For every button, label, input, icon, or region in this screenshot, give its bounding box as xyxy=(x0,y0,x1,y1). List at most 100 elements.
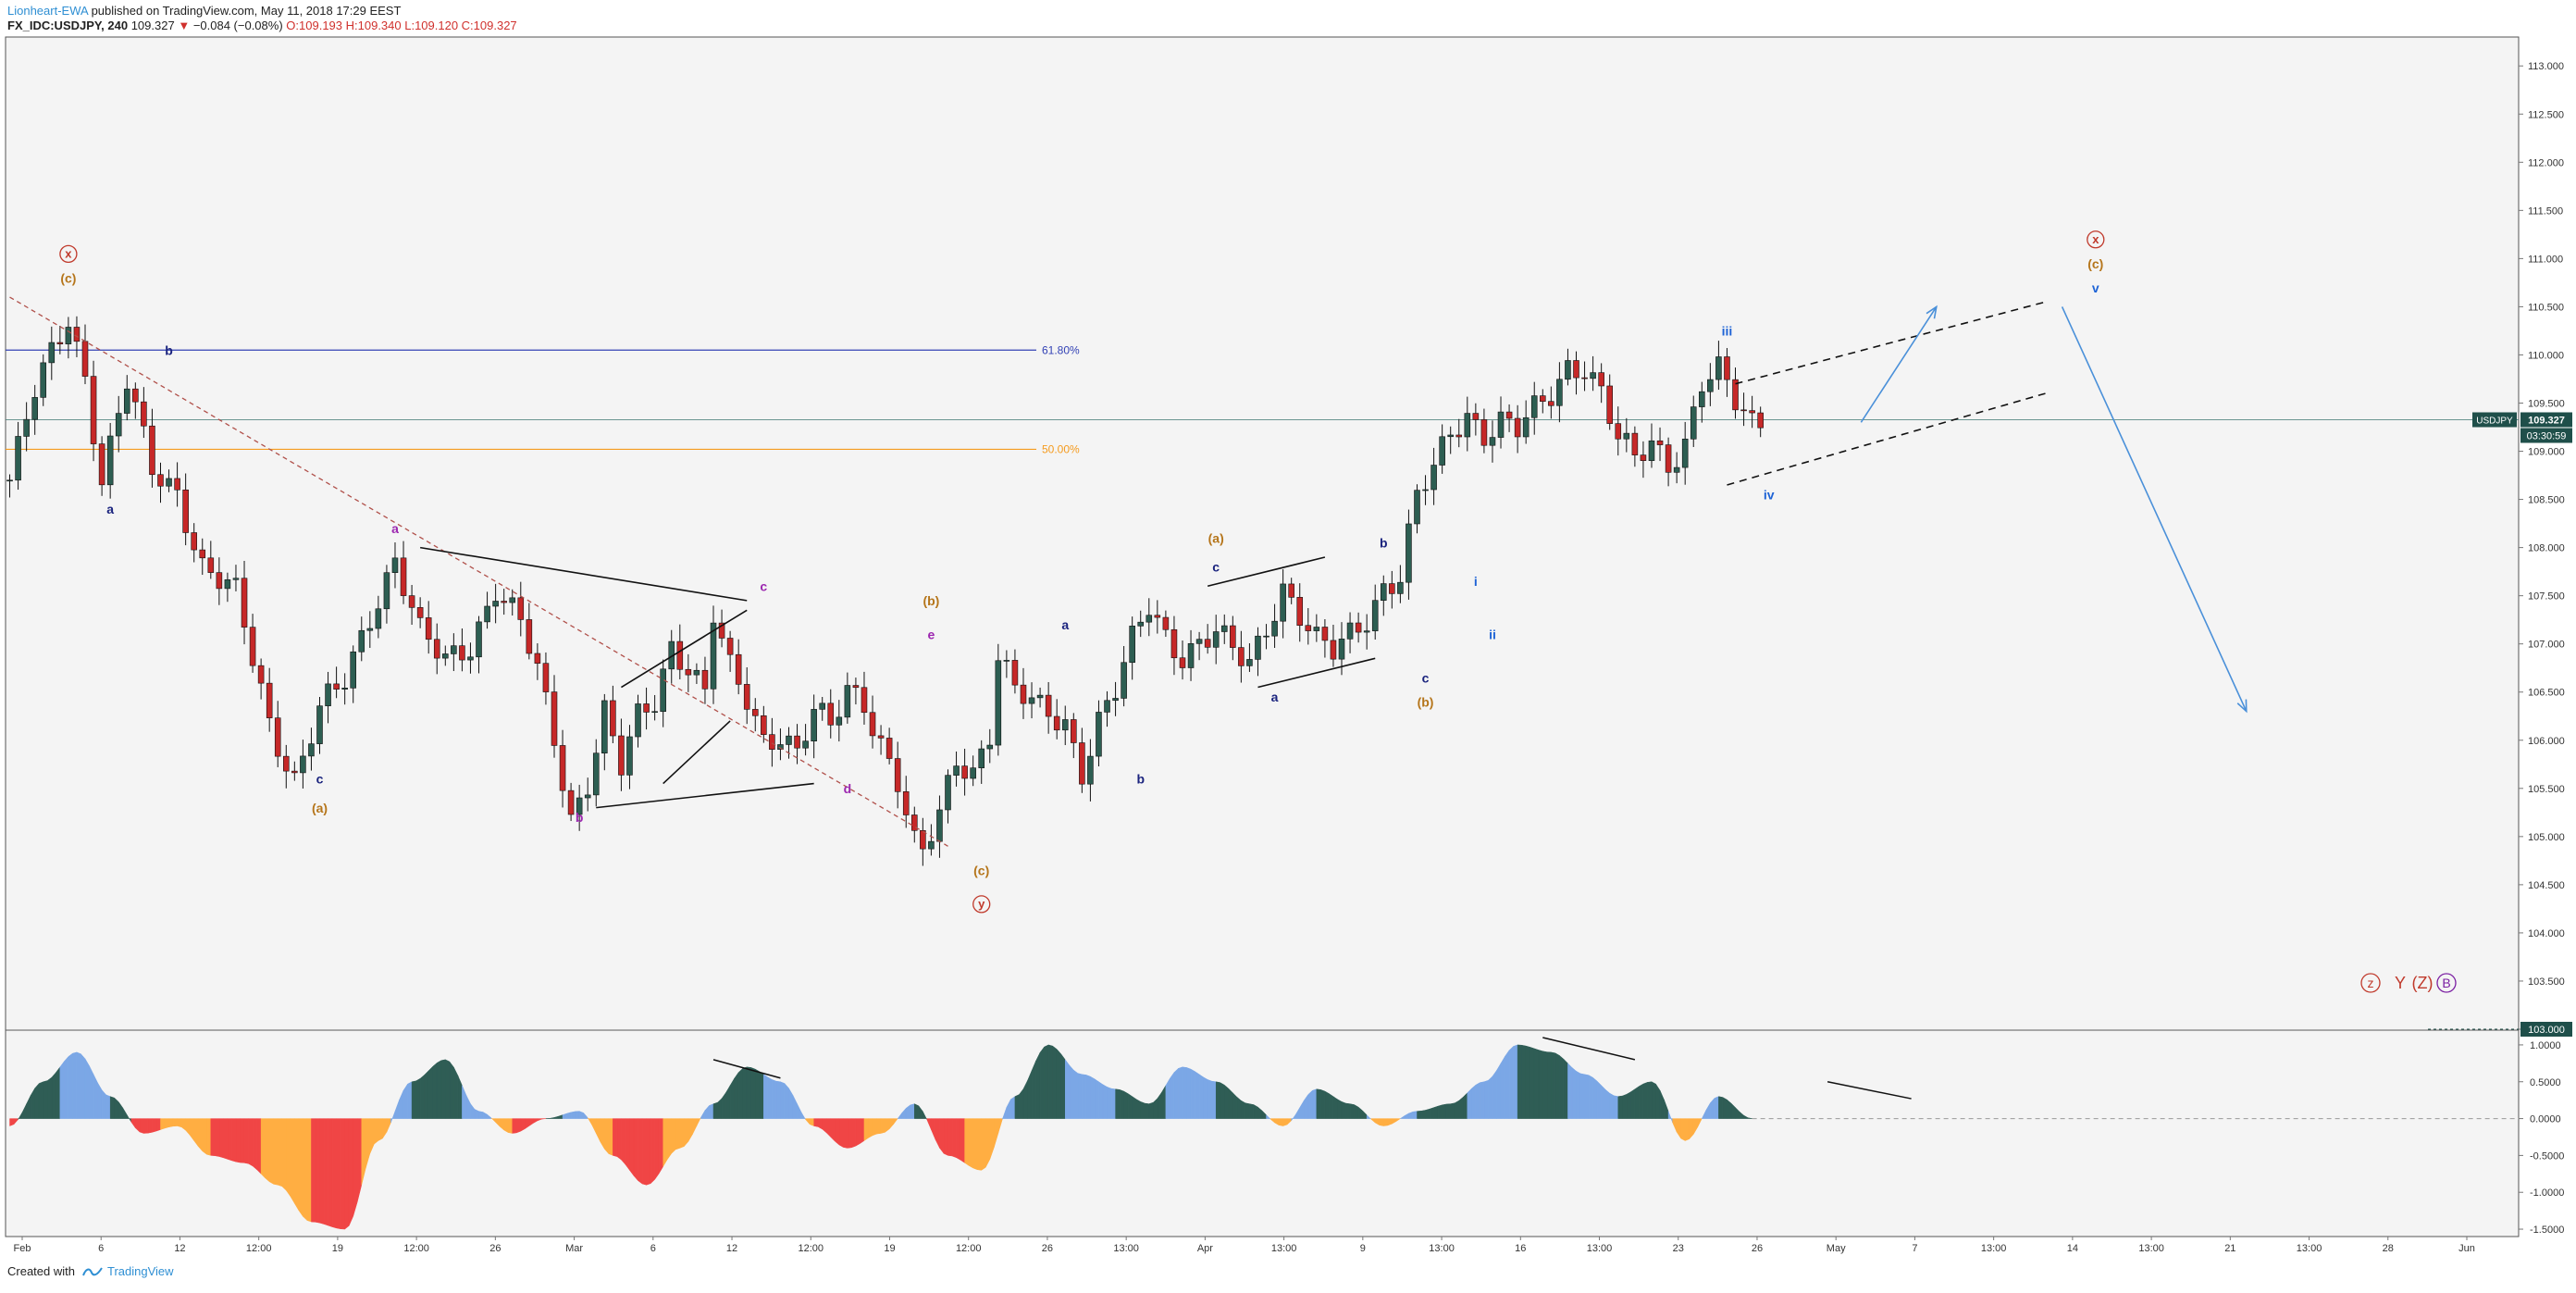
candle-body xyxy=(1741,410,1747,411)
oscillator-area-segment xyxy=(960,1119,965,1163)
price-axis[interactable]: 113.000112.500112.000111.500111.000110.5… xyxy=(2519,61,2565,1036)
candle-body xyxy=(535,653,540,664)
wave-label[interactable]: (a) xyxy=(312,801,328,815)
wave-label[interactable]: e xyxy=(927,627,935,641)
candle-body xyxy=(99,444,105,485)
wave-label[interactable]: (c) xyxy=(2087,256,2103,271)
candle-body xyxy=(1574,360,1579,378)
candle-body xyxy=(1699,392,1704,406)
oscillator-area-segment xyxy=(152,1119,156,1133)
wave-label[interactable]: (c) xyxy=(973,863,989,877)
candle-body xyxy=(1012,660,1018,685)
candle-body xyxy=(300,756,305,773)
candle-body xyxy=(954,766,960,776)
oscillator-area-segment xyxy=(47,1077,52,1118)
wave-label[interactable]: v xyxy=(2092,280,2099,295)
oscillator-area-segment xyxy=(508,1119,513,1134)
wave-label[interactable]: ii xyxy=(1489,627,1496,641)
oscillator-area-segment xyxy=(1380,1119,1384,1126)
wave-label[interactable]: b xyxy=(576,810,584,825)
degree-legend-item[interactable]: (Z) xyxy=(2412,974,2434,992)
candle-body xyxy=(1515,418,1520,437)
wave-label[interactable]: (c) xyxy=(60,270,76,285)
candle-body xyxy=(1188,643,1194,667)
oscillator-area-segment xyxy=(453,1067,458,1119)
candle-body xyxy=(601,701,607,753)
oscillator-area-segment xyxy=(1170,1073,1174,1119)
wave-label[interactable]: b xyxy=(165,342,173,357)
wave-label[interactable]: c xyxy=(1422,670,1430,685)
wave-label[interactable]: a xyxy=(1271,690,1279,704)
time-axis-label: Apr xyxy=(1197,1243,1213,1254)
candle-body xyxy=(32,397,38,419)
candle-body xyxy=(928,841,934,849)
tradingview-link[interactable]: TradingView xyxy=(82,1264,174,1278)
wave-label-text: a xyxy=(1271,690,1279,704)
candle-body xyxy=(1021,685,1026,703)
time-axis-label: 28 xyxy=(2383,1243,2394,1254)
candle-body xyxy=(242,578,247,628)
wave-label[interactable]: a xyxy=(391,521,399,536)
candle-body xyxy=(769,735,774,750)
candle-body xyxy=(1556,379,1562,405)
wave-label[interactable]: (a) xyxy=(1208,530,1224,545)
oscillator-area-segment xyxy=(77,1052,81,1119)
symbol-badge-text: USDJPY xyxy=(2476,416,2513,427)
wave-label[interactable]: iv xyxy=(1764,488,1775,503)
candle-body xyxy=(1079,743,1084,785)
wave-label[interactable]: b xyxy=(1136,772,1145,787)
candle-body xyxy=(1221,626,1227,631)
oscillator-area-segment xyxy=(1455,1100,1459,1118)
oscillator-area-segment xyxy=(416,1078,421,1118)
candle[interactable] xyxy=(996,644,1001,756)
oscillator-area-segment xyxy=(1141,1101,1146,1118)
wave-label[interactable]: i xyxy=(1474,574,1478,589)
wave-label-text: a xyxy=(106,502,114,516)
wave-label[interactable]: c xyxy=(1212,560,1220,575)
degree-legend-item[interactable]: Y xyxy=(2395,974,2406,992)
oscillator-area-segment xyxy=(831,1119,836,1141)
time-axis-label: 12:00 xyxy=(403,1243,429,1254)
candle-body xyxy=(979,749,985,768)
oscillator-area-segment xyxy=(576,1112,580,1119)
candle-body xyxy=(870,713,875,736)
wave-label[interactable]: iii xyxy=(1722,324,1733,339)
wave-label[interactable]: (b) xyxy=(1418,694,1434,709)
wave-label[interactable]: c xyxy=(760,578,767,593)
candle-body xyxy=(1113,698,1119,700)
candle-body xyxy=(727,638,733,654)
candle-body xyxy=(16,436,21,479)
candle-body xyxy=(1105,701,1110,713)
oscillator-area-segment xyxy=(1434,1106,1439,1118)
time-axis-label: 12:00 xyxy=(246,1243,272,1254)
candle-body xyxy=(1506,412,1512,418)
wave-label[interactable]: b xyxy=(1380,536,1388,551)
wave-label[interactable]: (b) xyxy=(923,593,939,608)
wave-label-text: (b) xyxy=(1418,694,1434,709)
oscillator-area-segment xyxy=(1216,1082,1220,1119)
wave-label[interactable]: a xyxy=(1061,617,1069,632)
candle-body xyxy=(493,601,499,606)
oscillator-area-segment xyxy=(751,1067,756,1118)
oscillator-area-segment xyxy=(231,1119,236,1162)
oscillator-area-segment xyxy=(1065,1060,1070,1119)
oscillator-area-segment xyxy=(307,1119,312,1223)
wave-label[interactable]: d xyxy=(844,781,852,796)
wave-label[interactable]: a xyxy=(106,502,114,516)
oscillator-area-segment xyxy=(1656,1084,1661,1118)
oscillator-area-segment xyxy=(60,1062,65,1119)
oscillator-area-segment xyxy=(763,1075,768,1119)
time-axis-label: 6 xyxy=(650,1243,656,1254)
candle-body xyxy=(1758,413,1764,428)
oscillator-area-segment xyxy=(278,1119,282,1187)
candle-body xyxy=(618,736,624,775)
candle-body xyxy=(132,389,138,402)
oscillator-area-segment xyxy=(851,1119,856,1148)
oscillator-axis-label: 0.5000 xyxy=(2530,1077,2561,1088)
wave-label[interactable]: c xyxy=(316,772,324,787)
wave-label-text: c xyxy=(1212,560,1220,575)
